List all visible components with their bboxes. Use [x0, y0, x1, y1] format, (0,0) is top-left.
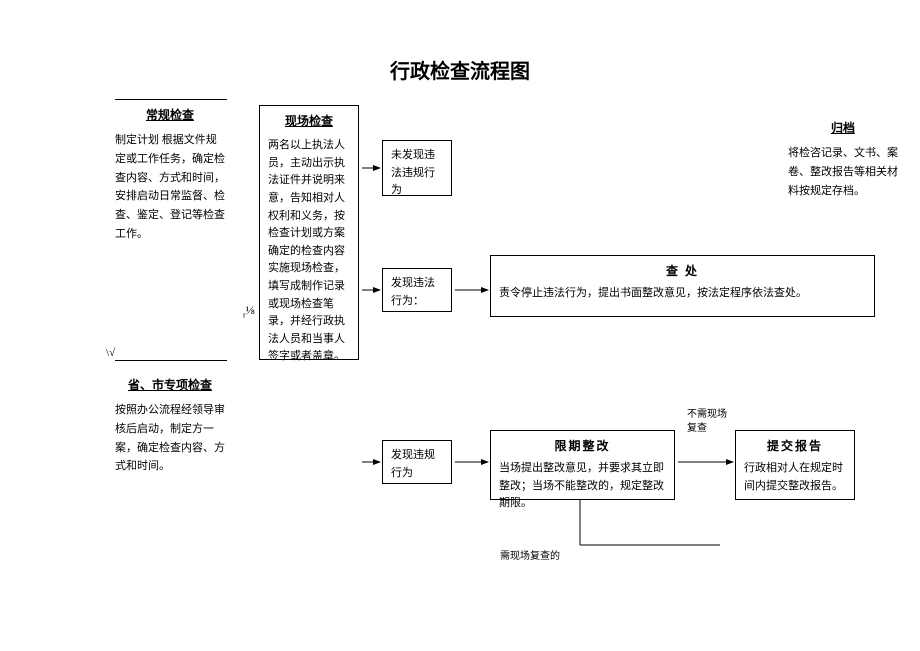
onsite-check-box: 现场检查 两名以上执法人员，主动出示执法证件并说明来意，告知相对人权利和义务，按… [259, 105, 359, 360]
routine-check-body: 制定计划 根据文件规定或工作任务，确定检查内容、方式和时间，安排启动日常监督、检… [115, 134, 225, 239]
xianqi-box: 限期整改 当场提出整改意见，并要求其立即整改；当场不能整改的，规定整改期限。 [490, 430, 675, 500]
arrows-layer [0, 0, 920, 651]
xianqi-body: 当场提出整改意见，并要求其立即整改；当场不能整改的，规定整改期限。 [499, 462, 664, 509]
routine-check-heading: 常规检查 [115, 105, 225, 125]
archive-block: 归档 将检咨记录、文书、案卷、整改报告等相关材料按规定存档。 [788, 118, 898, 200]
divider-mid [115, 360, 227, 361]
no-violation-box: 未发现违法违规行为 [382, 140, 452, 196]
special-check-heading: 省、市专项检查 [115, 375, 225, 395]
found-illegal-text: 发现违法行为： [391, 277, 435, 307]
page-title: 行政检查流程图 [0, 55, 920, 84]
page-fraction-mark: r⅛ [243, 302, 255, 321]
report-body: 行政相对人在规定时间内提交整改报告。 [744, 462, 843, 492]
onsite-check-heading: 现场检查 [268, 112, 350, 131]
found-violation-text: 发现违规行为 [391, 449, 435, 479]
report-title: 提交报告 [744, 437, 846, 456]
found-illegal-box: 发现违法行为： [382, 268, 452, 312]
special-check-body: 按照办公流程经领导审核后启动，制定方一案，确定检查内容、方式和时间。 [115, 404, 225, 472]
no-violation-text: 未发现违法违规行为 [391, 149, 435, 196]
xianqi-title: 限期整改 [499, 437, 666, 456]
archive-heading: 归档 [788, 118, 898, 138]
archive-body: 将检咨记录、文书、案卷、整改报告等相关材料按规定存档。 [788, 147, 898, 196]
chachu-title: 查 处 [499, 262, 866, 281]
chachu-body: 责令停止违法行为，提出书面整改意见，按法定程序依法查处。 [499, 287, 807, 299]
special-check-block: 省、市专项检查 按照办公流程经领导审核后启动，制定方一案，确定检查内容、方式和时… [115, 375, 225, 476]
onsite-check-body: 两名以上执法人员，主动出示执法证件并说明来意，告知相对人权利和义务，按检查计划或… [268, 139, 345, 362]
need-recheck-note: 需现场复查的 [500, 550, 560, 564]
report-box: 提交报告 行政相对人在规定时间内提交整改报告。 [735, 430, 855, 500]
found-violation-box: 发现违规行为 [382, 440, 452, 484]
chachu-box: 查 处 责令停止违法行为，提出书面整改意见，按法定程序依法查处。 [490, 255, 875, 317]
divider-top [115, 99, 227, 100]
check-mark: \√ [106, 346, 115, 361]
routine-check-block: 常规检查 制定计划 根据文件规定或工作任务，确定检查内容、方式和时间，安排启动日… [115, 105, 225, 244]
no-recheck-note: 不需现场复查 [687, 408, 727, 436]
